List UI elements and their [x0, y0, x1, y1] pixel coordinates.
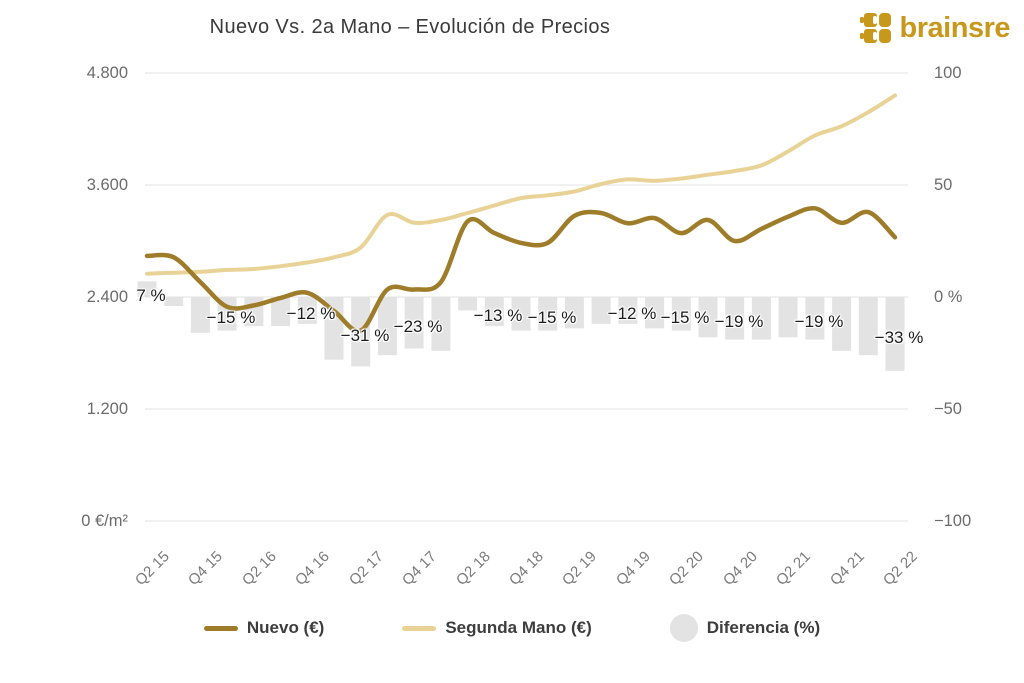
diferencia-bar: [591, 297, 611, 324]
y-axis-left-label: 0 €/m²: [81, 512, 128, 530]
bar-value-label: −13 %: [473, 306, 523, 325]
diferencia-bar: [725, 297, 745, 340]
diferencia-bar: [564, 297, 584, 329]
y-axis-right-label: 0 %: [934, 288, 963, 306]
diferencia-bar: [190, 297, 210, 333]
nuevo-line-swatch: [203, 625, 238, 631]
y-axis-right-label: −100: [934, 512, 972, 530]
diferencia-bar: [137, 281, 157, 297]
diferencia-bar: [885, 297, 905, 371]
segunda-mano-line: [145, 93, 897, 276]
bar-value-label: −15 %: [206, 308, 256, 327]
legend-item-segunda-mano[interactable]: Segunda Mano (€): [402, 618, 592, 638]
y-axis-left-label: 3.600: [86, 176, 128, 194]
diferencia-bar: [297, 297, 317, 324]
bar-value-label: 7 %: [136, 286, 166, 305]
y-axis-left-label: 4.800: [86, 64, 128, 82]
bar-value-label: −33 %: [874, 328, 924, 347]
diferencia-bar: [778, 297, 798, 338]
diferencia-bar: [671, 297, 691, 331]
bar-value-label: −12 %: [286, 304, 336, 323]
diferencia-bar: [618, 297, 638, 324]
diferencia-bar: [377, 297, 397, 356]
legend-label-segunda-mano: Segunda Mano (€): [445, 618, 592, 637]
diferencia-bar: [858, 297, 878, 356]
diferencia-bar: [645, 297, 665, 329]
legend-label-nuevo: Nuevo (€): [246, 618, 325, 637]
diferencia-bar: [458, 297, 478, 311]
y-axis-right-label: 50: [934, 176, 953, 194]
legend-label-diferencia: Diferencia (%): [706, 618, 821, 637]
bar-value-label: −31 %: [340, 326, 390, 345]
diferencia-bar: [511, 297, 531, 331]
diferencia-bar: [805, 297, 825, 340]
legend-item-diferencia[interactable]: Diferencia (%): [669, 614, 821, 642]
bar-value-label: −23 %: [393, 317, 443, 336]
diferencia-bar: [698, 297, 718, 338]
bar-value-label: −12 %: [607, 304, 657, 323]
bar-value-label: −15 %: [660, 308, 710, 327]
diferencia-bar: [751, 297, 771, 340]
bar-value-label: −19 %: [714, 312, 764, 331]
y-axis-left-label: 1.200: [86, 400, 128, 418]
brand-logo: brainsre: [859, 11, 1011, 45]
nuevo-line: [144, 205, 898, 334]
legend: Nuevo (€) Segunda Mano (€) Diferencia (%…: [0, 614, 1024, 642]
y-axis-right-label: 100: [934, 64, 962, 82]
legend-item-nuevo[interactable]: Nuevo (€): [203, 618, 325, 638]
bar-value-label: −19 %: [794, 312, 844, 331]
diferencia-dot-swatch: [669, 614, 698, 642]
diferencia-bar: [431, 297, 451, 351]
diferencia-bar: [271, 297, 291, 327]
brand-name: brainsre: [899, 12, 1011, 44]
segunda-mano-line-swatch: [402, 625, 437, 631]
bar-value-label: −15 %: [527, 308, 577, 327]
brainsre-logo-icon: [859, 13, 891, 43]
y-axis-right-label: −50: [934, 400, 962, 418]
diferencia-bar: [404, 297, 424, 349]
diferencia-bar: [832, 297, 852, 351]
chart-title: Nuevo Vs. 2a Mano – Evolución de Precios: [209, 16, 611, 38]
diferencia-bar: [164, 297, 184, 306]
diferencia-bar: [484, 297, 504, 327]
diferencia-bar: [538, 297, 558, 331]
y-axis-left-label: 2.400: [86, 288, 128, 306]
